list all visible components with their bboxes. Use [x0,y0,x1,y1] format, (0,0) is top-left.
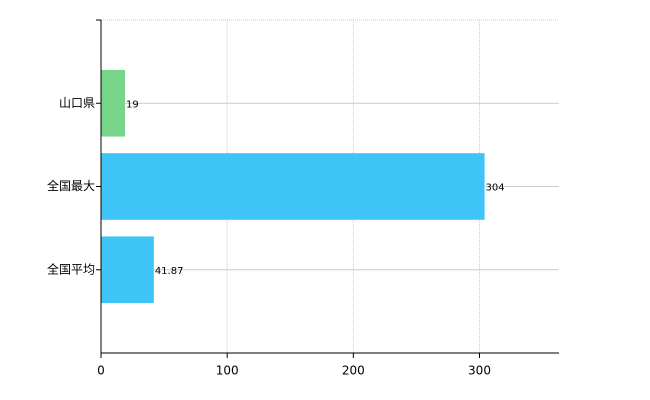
bar [101,153,485,220]
y-tick-label: 山口県 [59,96,95,110]
value-label: 41.87 [155,266,184,277]
x-tick-label: 100 [216,364,239,378]
x-tick-label: 200 [342,364,365,378]
bar [101,236,154,304]
x-tick-label: 300 [468,364,491,378]
value-label: 304 [486,183,505,194]
bar [101,69,125,137]
y-tick-label: 全国平均 [47,261,95,276]
x-tick-label: 0 [97,364,105,378]
value-label: 19 [126,99,139,110]
y-tick-label: 全国最大 [47,178,95,193]
